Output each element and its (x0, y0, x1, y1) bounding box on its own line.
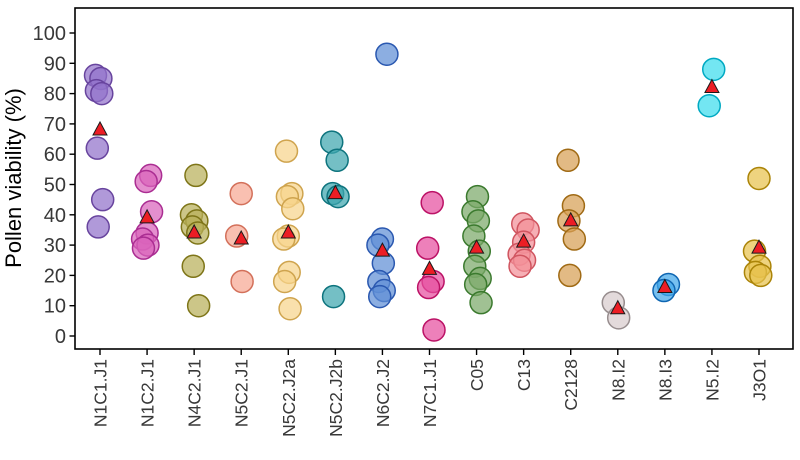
x-tick-label: C05 (467, 359, 487, 391)
data-point-circle (375, 42, 399, 66)
mean-triangle (515, 233, 532, 248)
y-tick-label: 70 (44, 114, 66, 136)
mean-triangle (751, 239, 767, 254)
y-tick-label: 30 (44, 235, 66, 257)
mean-markers (92, 78, 767, 315)
x-tick-label: J3O1 (750, 359, 770, 401)
y-tick-label: 100 (33, 23, 66, 45)
data-point-circle (90, 187, 115, 212)
y-tick-label: 40 (44, 205, 66, 227)
data-point-circle (562, 227, 587, 251)
y-tick-label: 20 (44, 265, 66, 287)
mean-triangle (657, 278, 673, 294)
data-point-circle (422, 318, 446, 342)
y-tick-label: 60 (44, 144, 66, 166)
x-axis: N1C1.J1 N1C2.J1 N4C2.J1 N5C2.J1 N5C2.J2a N5C2… (91, 349, 770, 437)
data-point-circle (230, 269, 254, 294)
data-point-circle (274, 139, 299, 163)
data-point-circle (697, 93, 721, 118)
mean-triangle (186, 223, 202, 239)
mean-triangle (374, 242, 391, 257)
x-tick-label: N5C2.J2a (279, 359, 299, 437)
y-tick-label: 10 (44, 296, 66, 318)
data-point-circle (85, 136, 110, 160)
x-tick-label: C2128 (561, 359, 581, 411)
mean-triangle (562, 211, 579, 227)
x-tick-label: N8.I2 (608, 359, 628, 401)
y-tick-label: 0 (55, 326, 66, 348)
data-point-circle (420, 190, 444, 215)
mean-triangle (609, 299, 626, 315)
data-point-circle (701, 57, 726, 82)
mean-triangle (92, 120, 108, 136)
data-point-circle (747, 166, 771, 191)
x-tick-label: N1C2.J1 (138, 359, 158, 427)
mean-triangle (421, 260, 438, 275)
y-axis: 0 10 20 30 40 50 60 70 80 90 100 (33, 23, 75, 348)
y-tick-label: 80 (44, 84, 66, 106)
y-axis-title: Pollen viability (%) (1, 88, 26, 268)
data-point-circle (272, 269, 297, 294)
data-point-circle (556, 148, 580, 173)
data-point-circle (508, 254, 532, 279)
y-tick-label: 90 (44, 53, 66, 75)
data-point-circle (321, 284, 346, 309)
data-point-circle (131, 236, 156, 260)
mean-triangle (280, 223, 297, 239)
mean-triangle (468, 239, 485, 254)
mean-triangle (233, 229, 250, 245)
y-tick-label: 50 (44, 175, 66, 197)
data-point-circle (469, 290, 493, 315)
data-point-circle (415, 236, 440, 260)
x-tick-label: N7C1.J1 (420, 359, 440, 427)
data-point-circle (181, 254, 205, 279)
data-point-circle (229, 181, 253, 206)
data-point-circle (90, 81, 114, 106)
data-point-circle (325, 148, 349, 173)
data-point-circle (186, 293, 211, 318)
data-point-circle (278, 296, 302, 321)
data-point-circle (416, 275, 441, 300)
x-tick-label: N5.I2 (702, 359, 722, 401)
x-tick-label: C13 (514, 359, 534, 391)
mean-triangle (327, 184, 344, 200)
data-point-circle (134, 169, 158, 194)
mean-triangle (139, 208, 155, 224)
data-point-circle (281, 196, 305, 221)
x-tick-label: N1C1.J1 (91, 359, 111, 427)
x-tick-label: N5C2.J1 (232, 359, 252, 427)
x-tick-label: N5C2.J2b (326, 359, 346, 437)
data-point-circle (184, 163, 208, 188)
mean-triangle (704, 78, 720, 94)
data-point-circle (558, 263, 582, 288)
data-point-circle (86, 215, 110, 239)
data-points (83, 42, 773, 342)
data-point-circle (749, 263, 773, 288)
x-tick-label: N6C2.J2 (373, 359, 393, 427)
x-tick-label: N8.I3 (655, 359, 675, 401)
x-tick-label: N4C2.J1 (185, 359, 205, 427)
data-point-circle (367, 284, 392, 309)
